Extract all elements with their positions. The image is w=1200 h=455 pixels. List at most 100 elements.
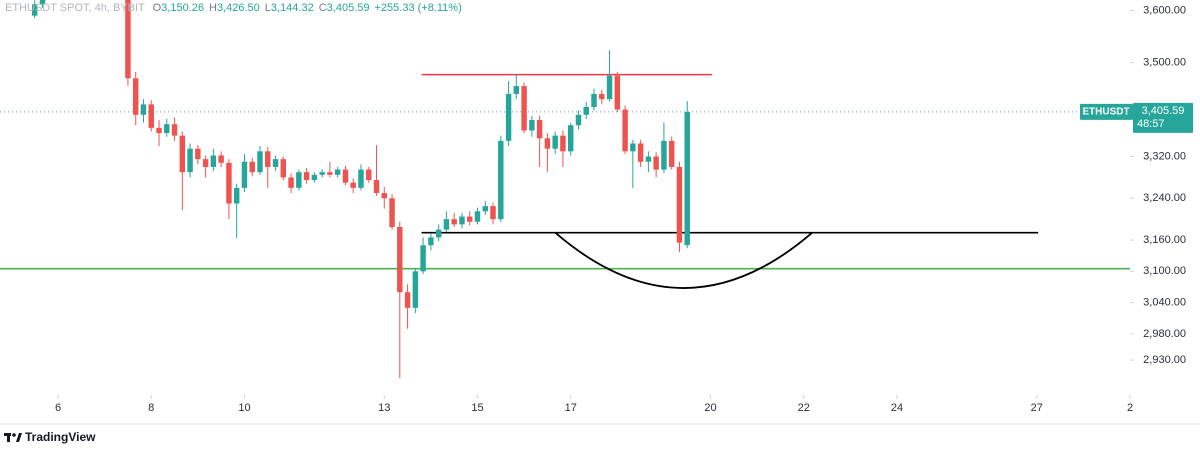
arc: [554, 232, 813, 289]
candle-body: [668, 140, 675, 167]
candle-body: [233, 187, 240, 204]
axes: 3,600.00 3,500.00 3,320.00 3,240.00 3,160.00…: [55, 4, 1193, 414]
y-tick-label: 3,320.00: [1143, 150, 1186, 162]
candle-body: [591, 93, 597, 107]
candle-body: [459, 216, 465, 225]
candle-body: [373, 180, 380, 194]
ohlc-value: 3,144.32: [271, 2, 314, 14]
candle-body: [210, 155, 217, 167]
candle-body: [567, 125, 574, 152]
brand-logo: [4, 433, 22, 442]
candle-body: [637, 143, 644, 162]
candle-body: [544, 138, 551, 149]
candle-body: [397, 226, 403, 293]
price-tag: [1133, 102, 1193, 133]
price-tag-label: 3,405.59: [1142, 105, 1185, 117]
x-tick-label: 27: [1031, 402, 1043, 414]
candle-body: [684, 111, 690, 246]
candle-body: [179, 135, 186, 173]
x-tick-label: 10: [238, 402, 250, 414]
candle-body: [31, 4, 38, 16]
y-tick-label: 3,600.00: [1143, 4, 1186, 16]
x-tick-label: 2: [1127, 402, 1133, 414]
candle-body: [342, 169, 349, 183]
ohlc-value: 3,426.50: [217, 2, 260, 14]
y-tick-label: 3,100.00: [1143, 265, 1186, 277]
candle-body: [583, 106, 589, 115]
symbol-tag: [1080, 103, 1133, 120]
y-tick-label: 3,160.00: [1143, 234, 1186, 246]
brand-name: TradingView: [25, 430, 96, 444]
logo-part: [12, 433, 16, 437]
candle-body: [125, 0, 131, 79]
candle-body: [334, 169, 341, 175]
candle-body: [630, 143, 636, 152]
candle-body: [202, 159, 209, 167]
candle-body: [226, 162, 232, 204]
candle-body: [303, 172, 310, 181]
candle-body: [451, 219, 457, 225]
y-tick-label: 3,040.00: [1143, 297, 1186, 309]
candle-body: [272, 159, 279, 167]
y-tick-label: 3,500.00: [1143, 57, 1186, 69]
ohlc-label: C: [319, 2, 327, 14]
candle-body: [249, 161, 255, 173]
candle-body: [560, 135, 566, 152]
candle-body: [482, 206, 489, 212]
x-tick-label: 8: [148, 402, 154, 414]
x-tick-label: 13: [378, 402, 390, 414]
candle-body: [606, 75, 613, 100]
candle-body: [156, 127, 162, 134]
countdown-label: 48:57: [1137, 118, 1165, 130]
candle-body: [466, 216, 473, 222]
candle-body: [443, 219, 450, 230]
candle-body: [404, 292, 411, 308]
plot-area: [0, 0, 1130, 379]
candle-body: [366, 169, 372, 181]
candle-body: [575, 114, 582, 126]
candle-body: [257, 151, 263, 173]
x-tick-label: 15: [471, 402, 483, 414]
symbol-tag-label: ETHUSDT: [1082, 107, 1129, 118]
y-tick-label: 2,930.00: [1143, 354, 1186, 366]
ohlc-value: 3,405.59: [327, 2, 370, 14]
candle-body: [327, 172, 333, 175]
candle-body: [505, 93, 512, 141]
candle-body: [645, 156, 652, 162]
x-tick-label: 24: [891, 402, 903, 414]
candle-body: [513, 86, 520, 94]
ohlc-value: 3,150.26: [161, 2, 204, 14]
candle-body: [552, 135, 558, 149]
legend: ETHUSDT SPOT, 4h, BYBIT O3,150.26 H3,426.5…: [5, 2, 462, 14]
candle-body: [350, 182, 356, 188]
x-tick-label: 17: [565, 402, 577, 414]
candle-body: [148, 104, 154, 128]
candle-body: [529, 120, 535, 131]
candle-body: [319, 172, 325, 175]
legend-text: ETHUSDT SPOT, 4h, BYBIT O3,150.26 H3,426.5…: [5, 2, 462, 14]
candle-body: [381, 193, 388, 199]
x-tick-label: 6: [55, 402, 61, 414]
candle-body: [622, 109, 628, 152]
candle-body: [490, 206, 496, 220]
candle-body: [218, 155, 224, 163]
ohlc-label: O: [153, 2, 162, 14]
candle-body: [187, 148, 193, 173]
y-tick-label: 3,240.00: [1143, 192, 1186, 204]
candle-body: [536, 120, 543, 139]
candle-body: [435, 229, 442, 238]
candle-body: [171, 124, 178, 136]
candle-body: [389, 198, 395, 227]
candle-body: [420, 245, 426, 272]
candle-body: [164, 124, 170, 134]
logo-part: [16, 433, 22, 442]
ohlc-label: H: [209, 2, 217, 14]
candle-body: [311, 174, 318, 181]
candle-body: [498, 140, 504, 220]
candle-body: [599, 93, 605, 100]
candle-body: [265, 151, 271, 167]
candle-body: [358, 169, 364, 188]
